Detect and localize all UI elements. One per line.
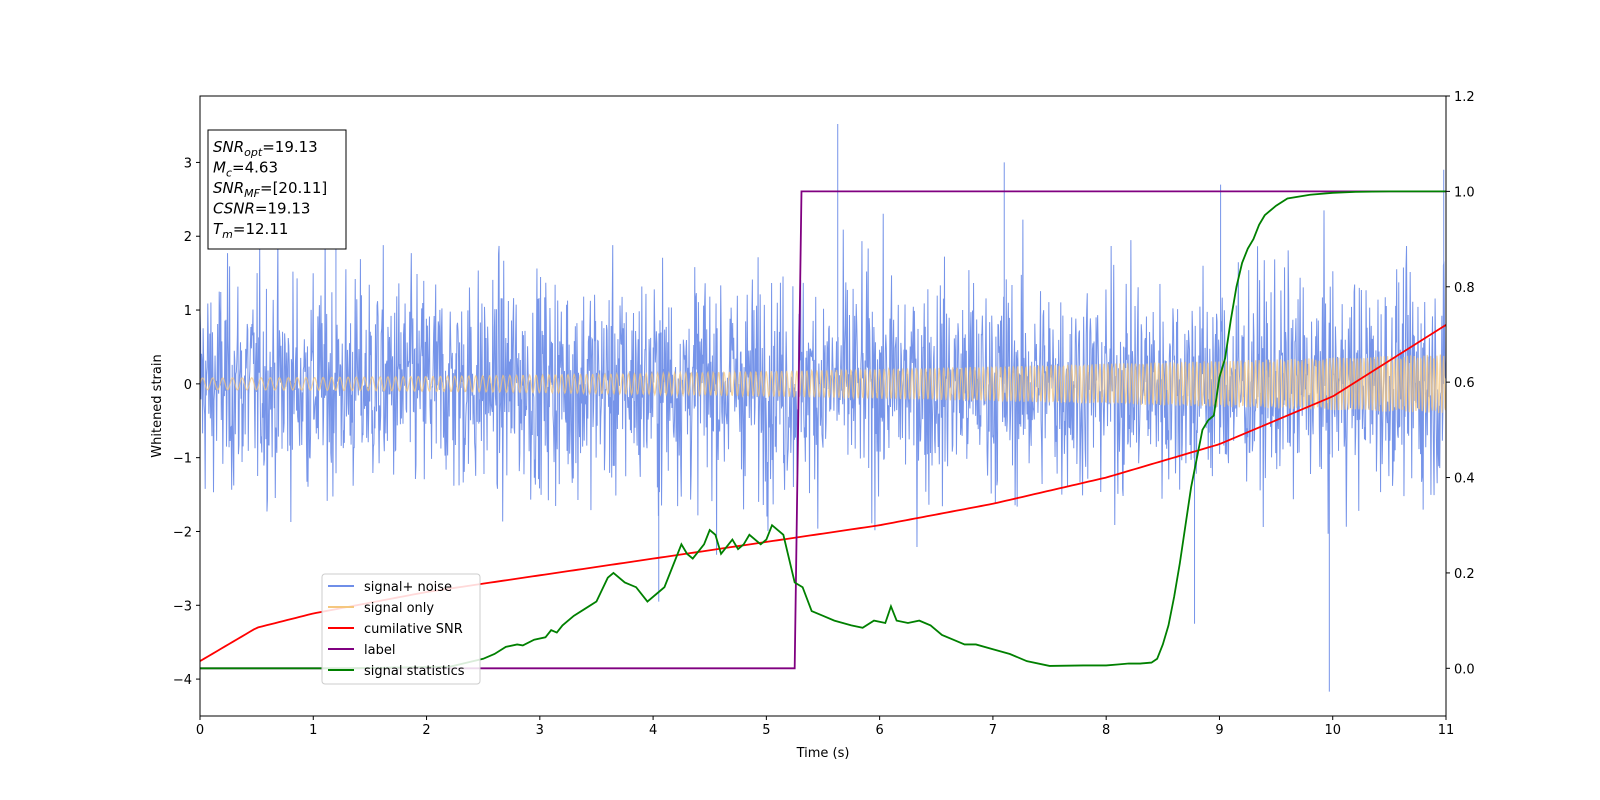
y-tick-label: 1 — [184, 304, 192, 319]
annotation-frame — [207, 129, 347, 250]
legend-label: signal statistics — [364, 664, 465, 679]
y-tick-label: 2 — [184, 230, 192, 245]
y2-tick-label: 1.2 — [1454, 90, 1475, 105]
x-tick-label: 1 — [309, 723, 317, 738]
axes-frame — [199, 95, 1447, 717]
legend-label: cumilative SNR — [364, 622, 463, 637]
x-tick-label: 2 — [422, 723, 430, 738]
stats-annotation-box: SNRopt=19.13Mc=4.63SNRMF=[20.11]CSNR=19.… — [207, 129, 347, 250]
annotation-line: CSNR=19.13 — [213, 200, 310, 218]
legend-frame — [321, 573, 481, 685]
annotation-line: Tm=12.11 — [213, 220, 288, 241]
x-tick-label: 5 — [762, 723, 770, 738]
series-signal-noise — [200, 124, 1446, 692]
y2-tick-label: 0.0 — [1454, 662, 1475, 677]
legend: signal+ noise signal only cumilative SNR la… — [321, 573, 481, 685]
annotation-line: SNRMF=[20.11] — [213, 179, 327, 200]
y2-tick-label: 0.8 — [1454, 281, 1475, 296]
y-tick-label: −1 — [173, 452, 192, 467]
annotation-line: Mc=4.63 — [213, 159, 278, 180]
x-tick-label: 3 — [536, 723, 544, 738]
x-tick-label: 7 — [989, 723, 997, 738]
y2-tick-label: 0.4 — [1454, 472, 1475, 487]
series-signal-only — [200, 354, 1446, 413]
y-axis-title: Whitened strain — [150, 354, 165, 457]
y-tick-label: −4 — [173, 673, 192, 688]
x-tick-label: 4 — [649, 723, 657, 738]
ticks: 0 1 2 3 4 5 6 7 8 9 10 11 −4 −3 −2 −1 0 1 2 3 0.0 0.2 0.4 0.6 0.… — [173, 90, 1475, 738]
y2-tick-label: 0.6 — [1454, 376, 1475, 391]
x-tick-label: 11 — [1438, 723, 1455, 738]
x-tick-label: 10 — [1324, 723, 1341, 738]
x-tick-label: 6 — [875, 723, 883, 738]
x-tick-label: 8 — [1102, 723, 1110, 738]
annotation-line: SNRopt=19.13 — [213, 138, 318, 159]
legend-label: signal only — [364, 601, 434, 616]
y2-tick-label: 0.2 — [1454, 567, 1475, 582]
series-label — [200, 190, 1446, 670]
x-tick-label: 0 — [196, 723, 204, 738]
legend-label: label — [364, 643, 395, 658]
series-signal-statistics — [200, 190, 1446, 670]
y-tick-label: 3 — [184, 156, 192, 171]
legend-label: signal+ noise — [364, 580, 452, 595]
x-tick-label: 9 — [1215, 723, 1223, 738]
x-axis-title: Time (s) — [796, 746, 850, 761]
y-tick-label: −2 — [173, 525, 192, 540]
y-tick-label: −3 — [173, 599, 192, 614]
y2-tick-label: 1.0 — [1454, 185, 1475, 200]
y-tick-label: 0 — [184, 378, 192, 393]
